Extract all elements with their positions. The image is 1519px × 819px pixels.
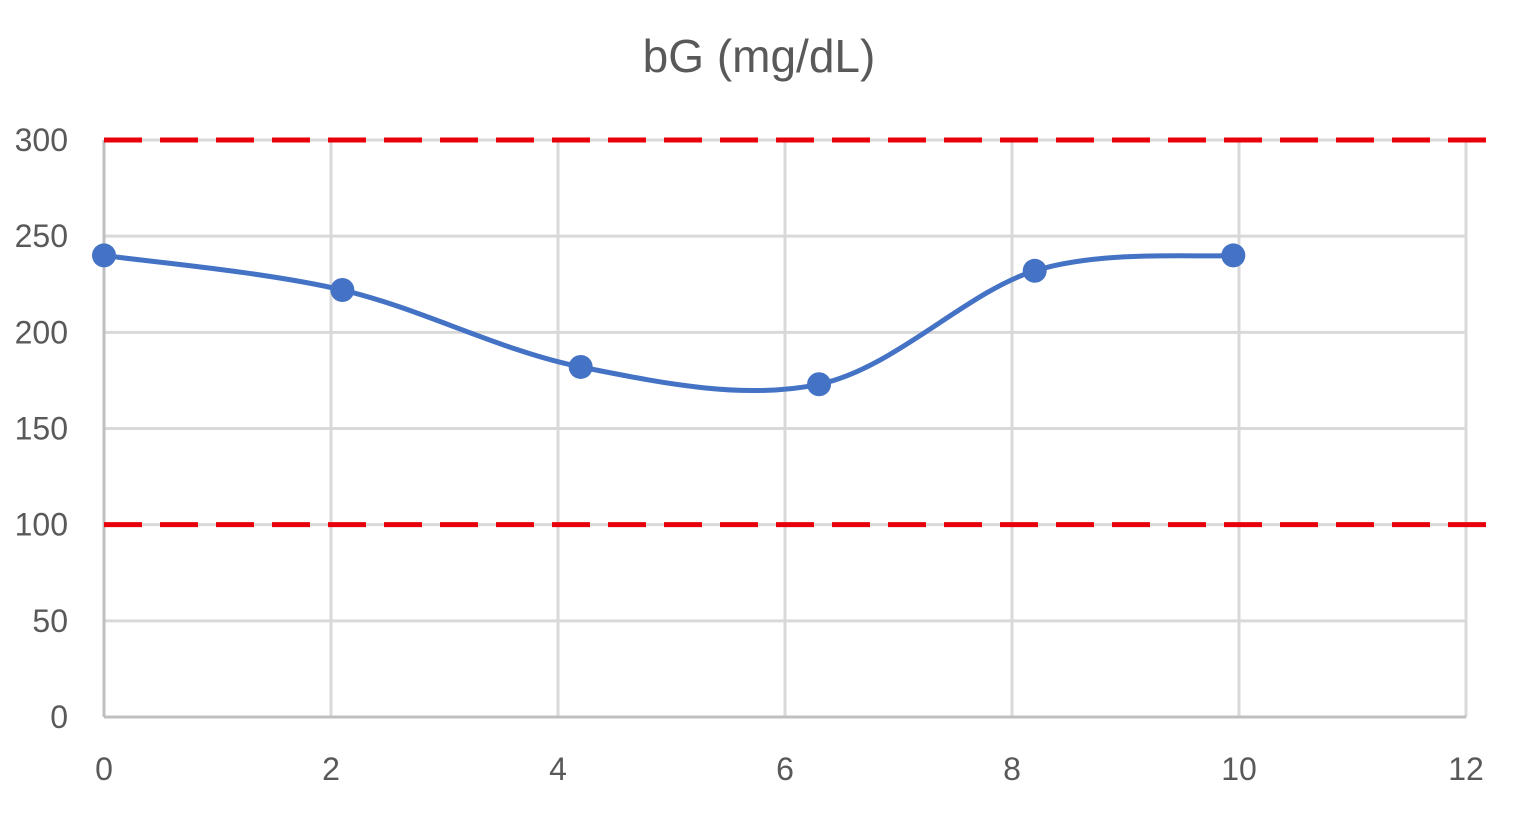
x-tick-label: 6: [776, 751, 794, 787]
x-tick-label: 10: [1221, 751, 1257, 787]
x-tick-label: 12: [1448, 751, 1484, 787]
data-point: [92, 243, 116, 268]
axes: [102, 140, 1466, 719]
x-tick-label: 8: [1003, 751, 1021, 787]
tick-labels: 0 50 100 150 200 250 300 0 2 4 6 8 10 12: [15, 122, 1484, 787]
x-tick-label: 0: [95, 751, 113, 787]
y-tick-label: 100: [15, 507, 68, 543]
y-tick-label: 200: [15, 314, 68, 350]
grid: [104, 138, 1468, 717]
series-line: [103, 252, 1234, 394]
y-tick-label: 250: [15, 218, 68, 254]
data-point: [807, 372, 832, 397]
data-point: [1221, 243, 1246, 268]
data-point: [330, 278, 355, 303]
y-tick-label: 300: [15, 122, 68, 158]
data-point: [1022, 258, 1047, 283]
reference-lines: [104, 137, 1486, 528]
series: [92, 243, 1246, 397]
data-point: [568, 354, 593, 379]
x-tick-label: 4: [549, 751, 567, 787]
y-tick-label: 150: [15, 411, 68, 447]
y-tick-label: 0: [50, 699, 68, 735]
x-tick-label: 2: [322, 751, 340, 787]
chart-title: bG (mg/dL): [643, 30, 876, 82]
y-tick-label: 50: [32, 603, 68, 639]
